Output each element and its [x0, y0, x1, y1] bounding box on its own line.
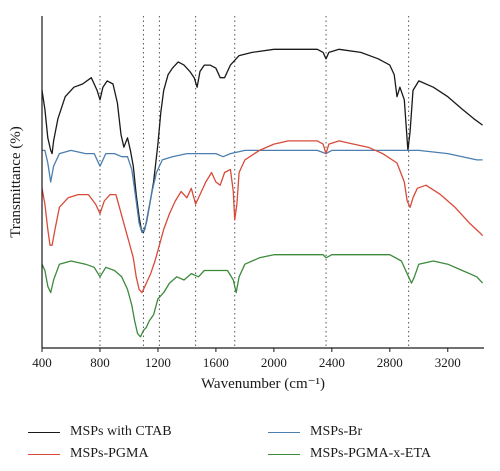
legend-label: MSPs-PGMA [70, 446, 149, 461]
x-tick-label: 2800 [377, 355, 403, 370]
reference-lines [99, 16, 410, 348]
legend-swatch [268, 431, 300, 433]
x-tick-label: 3200 [435, 355, 461, 370]
series-line-msps-pgma [41, 140, 484, 294]
legend-label: MSPs-Br [310, 424, 363, 439]
y-axis-label: Transmittance (%) [8, 126, 24, 238]
legend-swatch [28, 453, 60, 455]
x-axis-ticks: 400 800 1200 1600 2000 2400 2800 3200 [32, 348, 461, 370]
legend-item: MSPs-PGMA-x-ETA [268, 446, 431, 462]
legend-swatch [28, 431, 60, 433]
x-axis-label: Wavenumber (cm⁻¹) [201, 376, 325, 392]
legend-item: MSPs-PGMA [28, 446, 149, 462]
legend: MSPs with CTAB MSPs-PGMA MSPs-Br MSPs-PGMA-… [28, 424, 498, 468]
series-lines [41, 48, 484, 338]
x-tick-label: 1200 [145, 355, 171, 370]
x-tick-label: 800 [90, 355, 110, 370]
ftir-chart: 400 800 1200 1600 2000 2400 2800 3200 Wavenumbe… [8, 16, 484, 392]
x-tick-label: 2400 [319, 355, 345, 370]
x-tick-label: 1600 [203, 355, 229, 370]
legend-item: MSPs with CTAB [28, 424, 172, 440]
x-tick-label: 400 [32, 355, 52, 370]
legend-item: MSPs-Br [268, 424, 362, 440]
legend-label: MSPs-PGMA-x-ETA [310, 446, 432, 461]
series-line-msps-pgma-x-eta [41, 254, 484, 338]
x-tick-label: 2000 [261, 355, 287, 370]
series-line-msps-with-ctab [41, 48, 483, 234]
legend-label: MSPs with CTAB [70, 424, 172, 439]
legend-swatch [268, 453, 300, 455]
series-line-msps-br [42, 149, 483, 234]
